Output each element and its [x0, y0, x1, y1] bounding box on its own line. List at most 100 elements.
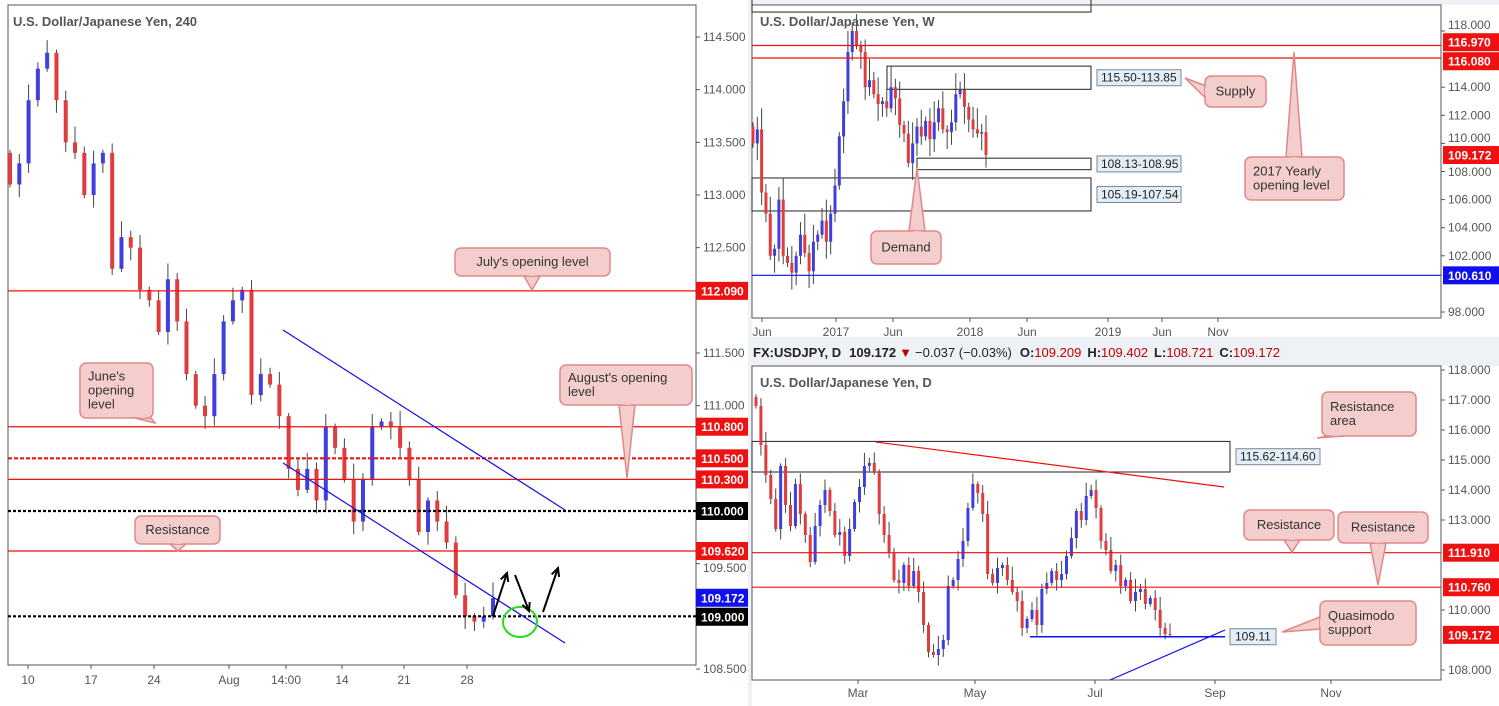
h4-xtick-label: 10 [21, 673, 35, 687]
daily-candle-body [877, 472, 881, 514]
h4-ytick-label: 113.500 [703, 135, 746, 149]
weekly-xtick-label: Nov [1207, 325, 1228, 339]
callout-text: August's opening [568, 370, 667, 385]
h4-channel-lower-line [282, 462, 566, 644]
h4-xtick-label: 17 [84, 673, 98, 687]
daily-candle-body [981, 493, 985, 514]
daily-candle-body [1055, 571, 1059, 580]
daily-plot-frame [751, 365, 1442, 681]
h4-candle-body [268, 374, 273, 385]
h4-candle-body [54, 52, 59, 101]
daily-candle-body [1168, 634, 1172, 635]
h4-candle-body [82, 152, 87, 195]
weekly-candle-body [798, 234, 802, 256]
callout-box [454, 247, 611, 277]
daily-candle-body [803, 514, 807, 535]
h4-ytick-label: 113.000 [703, 188, 746, 202]
weekly-xtick-label: 2018 [957, 325, 984, 339]
weekly-candle-body [919, 126, 923, 137]
h4-xtick-label: Aug [218, 673, 239, 687]
daily-candle-body [1045, 583, 1049, 589]
h4-xtick-label: 28 [460, 673, 474, 687]
h4-chart-title: U.S. Dollar/Japanese Yen, 240 [13, 14, 197, 29]
weekly-candle-body [889, 87, 893, 109]
weekly-candle-body [833, 185, 837, 214]
weekly-candle-body [911, 143, 915, 164]
callout-text: Supply [1216, 84, 1256, 99]
daily-candle-body [1143, 589, 1147, 604]
daily-candle-body [1065, 556, 1068, 574]
h4-candle-body [26, 100, 31, 164]
daily-candle-body [931, 652, 935, 655]
weekly-candle-body [811, 241, 815, 272]
daily-candle-body [1109, 550, 1113, 571]
daily-candle-body [1005, 565, 1009, 580]
weekly-zone-rect [751, 0, 1092, 13]
daily-candle-body [858, 487, 861, 502]
info-last: 109.172 [849, 345, 896, 360]
weekly-candle-body [868, 80, 871, 88]
arrow-head-icon [500, 570, 510, 583]
daily-support-label-box [1229, 628, 1277, 646]
weekly-price-tag-label: 116.970 [1448, 36, 1491, 50]
down-arrow-icon: ▼ [899, 345, 912, 360]
daily-candle-body [784, 466, 788, 505]
weekly-candle-body [902, 125, 906, 134]
daily-trendline-blue [1109, 629, 1226, 681]
callout-box [1243, 509, 1335, 541]
weekly-price-tag-label: 109.172 [1448, 149, 1492, 163]
weekly-candle-body [760, 129, 764, 193]
h4-candle-body [63, 100, 68, 143]
daily-price-tag-label: 110.760 [1448, 581, 1491, 595]
weekly-candle-body [954, 94, 958, 123]
daily-xtick-label: Mar [848, 686, 869, 700]
info-close-label: C: [1219, 345, 1233, 360]
daily-candle-body [1134, 592, 1137, 601]
h4-price-tag-label: 109.000 [701, 610, 745, 624]
daily-candle-body [951, 580, 955, 586]
daily-candle-body [1099, 508, 1103, 541]
weekly-candle-body [790, 262, 794, 273]
callout-joint [1287, 157, 1301, 158]
weekly-price-tag-label: 116.080 [1448, 55, 1491, 69]
h4-xtick-label: 14 [335, 673, 349, 687]
daily-candle-body [818, 505, 822, 526]
daily-candle-body [774, 499, 778, 529]
callout-joint [1329, 435, 1343, 436]
weekly-candle-body [949, 122, 953, 133]
daily-price-tag-label: 111.910 [1448, 546, 1490, 560]
daily-candle-body [991, 574, 995, 583]
weekly-candle-body [937, 108, 941, 123]
projection-arrow-line [492, 572, 508, 617]
daily-candle-body [1138, 589, 1142, 592]
weekly-candle-body [962, 90, 966, 107]
daily-candle-body [986, 514, 990, 574]
weekly-candle-body [803, 234, 807, 253]
h4-candle-body [8, 152, 12, 185]
h4-candle-body [472, 616, 477, 622]
callout-joint [1285, 539, 1299, 540]
h4-candle-body [73, 142, 78, 153]
h4-xtick-label: 21 [397, 673, 411, 687]
h4-candle-body [398, 426, 403, 448]
h4-candle-body [91, 163, 96, 195]
daily-candle-body [872, 463, 876, 472]
daily-candle-body [882, 514, 886, 535]
daily-candle-body [1129, 580, 1133, 601]
h4-candle-body [491, 598, 495, 617]
daily-candle-body [996, 568, 999, 583]
h4-xtick-label: 24 [147, 673, 161, 687]
daily-candle-body [754, 397, 758, 406]
weekly-candle-body [898, 98, 902, 126]
weekly-ytick-label: 102.000 [1448, 249, 1492, 263]
daily-candle-body [867, 463, 871, 466]
callout-box [1321, 391, 1417, 437]
h4-ytick-label: 108.500 [703, 662, 747, 676]
h4-candle-body [110, 152, 115, 269]
h4-candle-body [119, 237, 124, 269]
daily-candle-body [912, 571, 916, 586]
h4-candle-body [453, 542, 458, 596]
daily-candle-body [833, 511, 837, 535]
callout-box [870, 230, 942, 265]
highlight-circle [502, 606, 538, 638]
